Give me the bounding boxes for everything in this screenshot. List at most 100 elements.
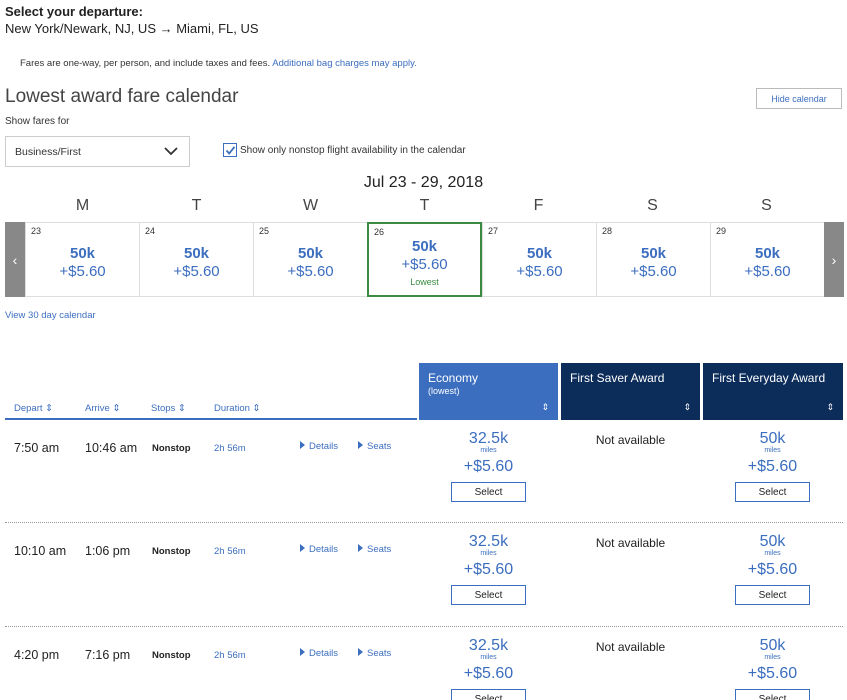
chevron-down-icon: [164, 147, 178, 156]
lowest-badge: Lowest: [410, 277, 439, 287]
sort-stops[interactable]: Stops ⇕: [151, 403, 186, 414]
calendar-day[interactable]: 24 50k +$5.60: [139, 222, 254, 297]
economy-header[interactable]: Economy (lowest) ⇕: [419, 363, 558, 420]
fare-unit: miles: [480, 447, 497, 454]
nonstop-filter[interactable]: Show only nonstop flight availability in…: [223, 143, 466, 157]
route-text: New York/Newark, NJ, US → Miami, FL, US: [5, 21, 259, 36]
duration[interactable]: 2h 56m: [214, 443, 246, 454]
fare-miles: 50k: [759, 430, 786, 447]
sort-depart[interactable]: Depart ⇕: [14, 403, 54, 414]
day-tax: +$5.60: [287, 263, 334, 280]
seats-link[interactable]: Seats: [358, 648, 391, 659]
calendar-day[interactable]: 25 50k +$5.60: [253, 222, 368, 297]
first-saver-unavailable: Not available: [595, 433, 666, 447]
triangle-right-icon: [358, 441, 363, 449]
dow-sat: S: [647, 197, 658, 214]
fare-tax: +$5.60: [747, 458, 798, 475]
sort-duration[interactable]: Duration ⇕: [214, 403, 261, 414]
sort-icon: ⇕: [826, 402, 834, 412]
next-week-arrow[interactable]: ›: [824, 222, 844, 297]
nonstop-checkbox[interactable]: [223, 143, 237, 157]
day-number: 28: [602, 226, 613, 236]
seats-link[interactable]: Seats: [358, 441, 391, 452]
seats-link[interactable]: Seats: [358, 544, 391, 555]
hide-calendar-button[interactable]: Hide calendar: [756, 88, 842, 109]
details-link[interactable]: Details: [300, 648, 338, 659]
prev-week-arrow[interactable]: ‹: [5, 222, 25, 297]
calendar-day[interactable]: 27 50k +$5.60: [482, 222, 597, 297]
first-saver-header[interactable]: First Saver Award ⇕: [561, 363, 700, 420]
cabin-select[interactable]: Business/First: [5, 136, 190, 167]
view-30-day-link[interactable]: View 30 day calendar: [5, 310, 96, 321]
flight-row: 4:20 pm 7:16 pm Nonstop 2h 56m Details S…: [5, 628, 843, 700]
day-tax: +$5.60: [516, 263, 563, 280]
economy-fare: 32.5k miles +$5.60 Select: [419, 430, 558, 502]
details-label: Details: [309, 441, 339, 452]
fare-tax: +$5.60: [747, 561, 798, 578]
arrive-time: 7:16 pm: [85, 648, 131, 662]
select-first-everyday-button[interactable]: Select: [735, 482, 810, 502]
triangle-right-icon: [300, 544, 305, 552]
first-everyday-header-title: First Everyday Award: [712, 371, 826, 385]
calendar-day-selected[interactable]: 26 50k +$5.60 Lowest: [367, 222, 482, 297]
fare-unit: miles: [764, 654, 781, 661]
day-miles: 50k: [754, 245, 781, 262]
day-number: 27: [488, 226, 499, 236]
calendar-title: Lowest award fare calendar: [5, 86, 239, 107]
day-tax: +$5.60: [630, 263, 677, 280]
week-range: Jul 23 - 29, 2018: [363, 174, 484, 191]
details-link[interactable]: Details: [300, 441, 338, 452]
sort-arrive[interactable]: Arrive ⇕: [85, 403, 121, 414]
fares-note-text: Fares are one-way, per person, and inclu…: [20, 58, 271, 69]
fare-miles: 32.5k: [468, 637, 509, 654]
day-miles: 50k: [640, 245, 667, 262]
show-fares-for-label: Show fares for: [5, 116, 70, 127]
select-first-everyday-button[interactable]: Select: [735, 689, 810, 700]
arrive-time: 10:46 am: [85, 441, 138, 455]
stops: Nonstop: [152, 546, 191, 557]
calendar-strip: ‹ 23 50k +$5.60 24 50k +$5.60 25 50k +$5…: [5, 222, 844, 297]
departure-heading: Select your departure:: [5, 4, 143, 19]
first-saver-unavailable: Not available: [595, 640, 666, 654]
select-first-everyday-button[interactable]: Select: [735, 585, 810, 605]
duration[interactable]: 2h 56m: [214, 546, 246, 557]
duration[interactable]: 2h 56m: [214, 650, 246, 661]
calendar-day[interactable]: 23 50k +$5.60: [25, 222, 140, 297]
details-link[interactable]: Details: [300, 544, 338, 555]
seats-label: Seats: [367, 544, 392, 555]
day-miles: 50k: [183, 245, 210, 262]
checkmark-icon: [225, 145, 235, 155]
fare-tax: +$5.60: [463, 561, 514, 578]
economy-fare: 32.5k miles +$5.60 Select: [419, 637, 558, 700]
day-number: 26: [374, 227, 385, 237]
select-economy-button[interactable]: Select: [451, 689, 526, 700]
day-miles: 50k: [69, 245, 96, 262]
first-saver-unavailable: Not available: [595, 536, 666, 550]
sort-icon: ⇕: [541, 402, 549, 412]
arrive-time: 1:06 pm: [85, 544, 131, 558]
fare-tax: +$5.60: [463, 458, 514, 475]
select-economy-button[interactable]: Select: [451, 585, 526, 605]
day-tax: +$5.60: [744, 263, 791, 280]
day-tax: +$5.60: [173, 263, 220, 280]
dow-sun: S: [761, 197, 772, 214]
first-everyday-header[interactable]: First Everyday Award ⇕: [703, 363, 843, 420]
cabin-select-value: Business/First: [15, 145, 81, 158]
calendar-day[interactable]: 29 50k +$5.60: [710, 222, 825, 297]
calendar-day[interactable]: 28 50k +$5.60: [596, 222, 711, 297]
fare-miles: 50k: [759, 533, 786, 550]
depart-time: 10:10 am: [14, 544, 67, 558]
details-label: Details: [309, 648, 339, 659]
day-tax: +$5.60: [59, 263, 106, 280]
depart-time: 4:20 pm: [14, 648, 60, 662]
economy-header-title: Economy: [428, 371, 479, 385]
select-economy-button[interactable]: Select: [451, 482, 526, 502]
bag-charges-link[interactable]: Additional bag charges may apply.: [272, 58, 417, 69]
day-miles: 50k: [297, 245, 324, 262]
triangle-right-icon: [300, 441, 305, 449]
first-everyday-fare: 50k miles +$5.60 Select: [703, 637, 842, 700]
day-number: 25: [259, 226, 270, 236]
fare-unit: miles: [764, 447, 781, 454]
day-miles: 50k: [411, 238, 438, 255]
dow-mon: M: [75, 197, 90, 214]
